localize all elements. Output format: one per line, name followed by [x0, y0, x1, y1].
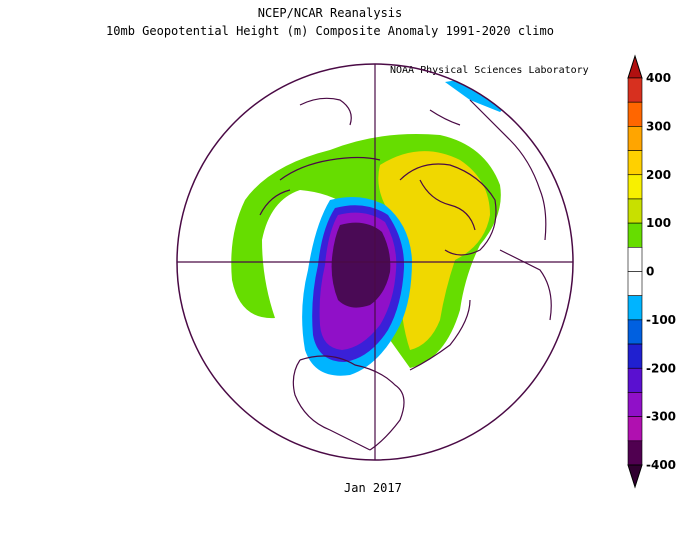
credit-label: NOAA Physical Sciences Laboratory: [390, 65, 589, 76]
colorbar-bin: [627, 101, 643, 127]
colorbar-bin: [627, 440, 643, 466]
anomaly-negative-core: [331, 222, 391, 308]
coast-north-america: [299, 355, 405, 451]
colorbar-bin: [627, 247, 643, 272]
colorbar-bin: [627, 392, 643, 417]
colorbar-bin: [627, 343, 643, 369]
anomaly-field: [231, 78, 515, 376]
colorbar-bin: [627, 367, 643, 393]
colorbar-bin: [627, 126, 643, 151]
colorbar-bin: [627, 222, 643, 248]
colorbar-arrow-top: [627, 54, 643, 79]
coastlines: [259, 97, 552, 451]
colorbar-bin: [627, 319, 643, 345]
colorbar-tick-label: 100: [646, 216, 671, 230]
date-label: Jan 2017: [344, 481, 402, 495]
colorbar-bin: [627, 150, 643, 176]
colorbar-tick-label: 0: [646, 265, 654, 279]
colorbar-tick-label: -400: [646, 458, 676, 472]
colorbar-tick-label: -100: [646, 313, 676, 327]
chart-subtitle: 10mb Geopotential Height (m) Composite A…: [106, 24, 554, 38]
colorbar-tick-label: 400: [646, 71, 671, 85]
colorbar-bin: [627, 295, 643, 321]
colorbar-bin: [627, 77, 643, 103]
colorbar-tick-label: -300: [646, 410, 676, 424]
chart-title: NCEP/NCAR Reanalysis: [257, 6, 403, 20]
colorbar-tick-label: 200: [646, 168, 671, 182]
colorbar-bin: [627, 416, 643, 442]
colorbar-bin: [627, 271, 643, 296]
colorbar-tick-label: -200: [646, 361, 676, 375]
colorbar-arrow-bottom: [627, 464, 643, 489]
colorbar-bin: [627, 174, 643, 200]
colorbar-bin: [627, 198, 643, 224]
colorbar-tick-label: 300: [646, 119, 671, 133]
